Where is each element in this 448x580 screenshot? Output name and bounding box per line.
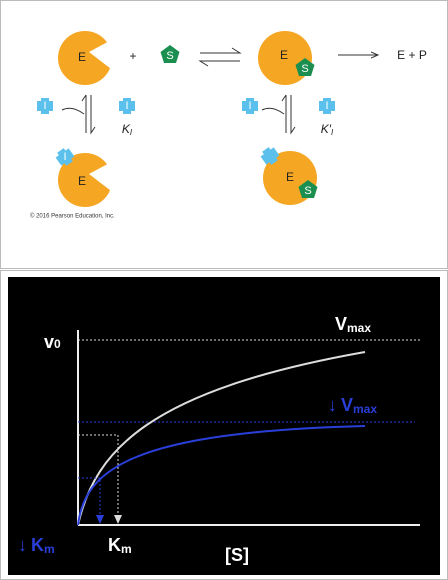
ki-label: KI: [122, 122, 133, 137]
enzyme-label: E: [78, 50, 86, 64]
inhibitor-label: I: [125, 100, 128, 112]
km-arrow: [114, 515, 122, 524]
substrate-label: S: [166, 50, 173, 62]
equilibrium-arrow: [198, 47, 242, 67]
plus: +: [129, 49, 136, 63]
x-axis-label: [S]: [225, 545, 249, 565]
inhibitor-label: I: [248, 100, 251, 112]
copyright: © 2016 Pearson Education, Inc.: [30, 213, 115, 220]
inhibitor-label: I: [43, 100, 46, 112]
equilibrium-arrow: [61, 94, 96, 135]
inhibitor-label: I: [325, 100, 328, 112]
km-label: Km: [108, 535, 132, 556]
ki-prime-label: K′I: [321, 122, 334, 137]
vmax-inhibited-label: ↓ Vmax: [328, 395, 377, 416]
substrate-label: S: [301, 63, 308, 75]
km-inhibited-guide: [78, 477, 101, 522]
product: E + P: [397, 48, 427, 62]
km-guide: [78, 434, 119, 522]
substrate-label: S: [304, 185, 311, 197]
equilibrium-arrow: [261, 94, 296, 135]
y-axis-label: v0: [44, 332, 61, 352]
km-inhibited-arrow: [96, 515, 104, 524]
enzyme-label: E: [286, 170, 294, 184]
inhibited-curve: [77, 425, 366, 526]
km-inhibited-label: ↓ Km: [18, 535, 55, 556]
enzyme-label: E: [78, 174, 86, 188]
plot-panel: [8, 277, 440, 575]
enzyme-label: E: [280, 48, 288, 62]
inhibitor-label: I: [63, 151, 66, 163]
vmax-label: Vmax: [335, 314, 371, 335]
